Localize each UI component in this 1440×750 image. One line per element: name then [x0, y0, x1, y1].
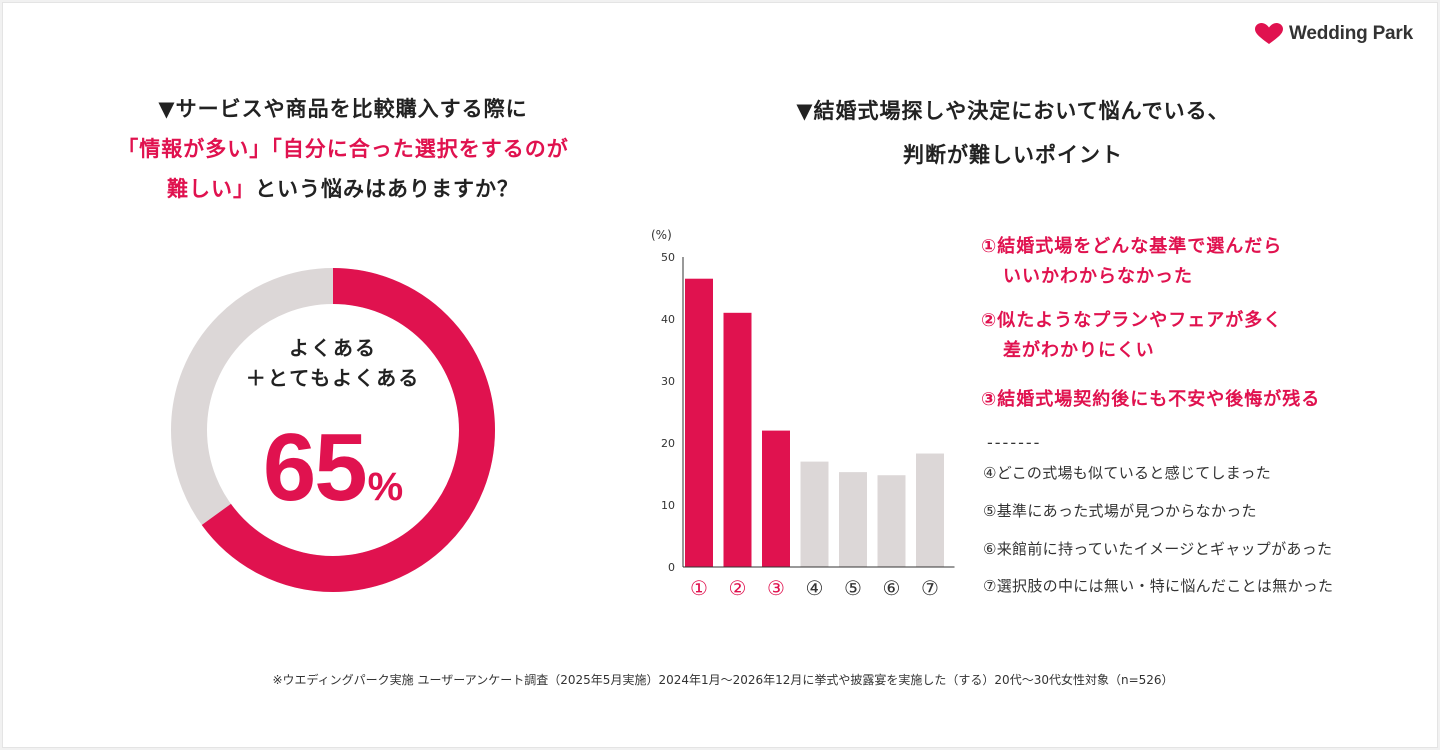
legend-item-4: ④どこの式場も似ていると感じてしまった [983, 464, 1272, 482]
bar-5 [839, 472, 867, 567]
bar-6 [877, 475, 906, 567]
legend-item-3: ③結婚式場契約後にも不安や後悔が残る [981, 389, 1321, 410]
left-title-line2: 「情報が多い」「自分に合った選択をするのが [117, 137, 569, 161]
donut-percentage: 65% [169, 413, 497, 523]
right-title-line2: 判断が難しいポイント [903, 143, 1123, 167]
x-tick-label-5: ⑤ [844, 576, 862, 600]
donut-value-arc [171, 268, 495, 592]
donut-value-unit: % [367, 465, 404, 509]
y-tick-label: 50 [661, 251, 675, 264]
left-title-line3-accent: 難しい」 [167, 177, 255, 201]
legend-item-1-line1: ①結婚式場をどんな基準で選んだら [981, 236, 1283, 257]
brand-logo: Wedding Park [1255, 23, 1413, 45]
y-axis-unit: (%) [651, 228, 672, 242]
heart-icon [1255, 23, 1284, 44]
y-tick-label: 30 [661, 375, 675, 388]
legend-divider: ------- [987, 433, 1042, 452]
legend-item-2-line2: 差がわかりにくい [1003, 340, 1155, 361]
donut-label-line1: よくある [289, 336, 377, 360]
donut-chart [171, 268, 495, 592]
left-title-line3-rest: という悩みはありますか？ [255, 177, 519, 201]
bar-chart: (%) 0 10 20 30 40 50 ① ② ③ ④ ⑤ ⑥ ⑦ [651, 228, 955, 600]
x-tick-label-2: ② [729, 576, 747, 600]
x-tick-label-3: ③ [767, 576, 785, 600]
bar-1 [685, 278, 713, 567]
left-question-title: ▼サービスや商品を比較購入する際に 「情報が多い」「自分に合った選択をするのが … [63, 89, 623, 209]
x-tick-label-1: ① [690, 576, 708, 600]
x-tick-label-4: ④ [806, 576, 824, 600]
y-tick-label: 0 [668, 561, 675, 574]
donut-label: よくある ＋とてもよくある [169, 333, 497, 393]
bar-2 [723, 312, 752, 567]
legend-item-6: ⑥来館前に持っていたイメージとギャップがあった [983, 540, 1333, 558]
bar-7 [916, 453, 944, 567]
y-tick-label: 10 [661, 499, 675, 512]
y-tick-label: 40 [661, 313, 675, 326]
donut-label-line2: ＋とてもよくある [245, 366, 421, 390]
legend-item-1-line2: いいかわからなかった [1003, 266, 1193, 287]
donut-value-number: 65 [262, 414, 368, 521]
x-tick-label-6: ⑥ [883, 576, 901, 600]
bar-3 [762, 430, 790, 567]
legend-item-5: ⑤基準にあった式場が見つからなかった [983, 502, 1257, 520]
survey-footnote: ※ウエディングパーク実施 ユーザーアンケート調査（2025年5月実施）2024年… [272, 673, 1174, 687]
legend-item-2-line1: ②似たようなプランやフェアが多く [981, 310, 1283, 331]
right-title-line1: ▼結婚式場探しや決定において悩んでいる、 [796, 99, 1230, 123]
left-title-line3: 難しい」という悩みはありますか？ [63, 169, 623, 209]
right-question-title: ▼結婚式場探しや決定において悩んでいる、 判断が難しいポイント [723, 89, 1303, 177]
brand-name: Wedding Park [1289, 23, 1413, 44]
y-tick-label: 20 [661, 437, 675, 450]
left-title-line1: ▼サービスや商品を比較購入する際に [158, 97, 528, 121]
legend-item-7: ⑦選択肢の中には無い・特に悩んだことは無かった [983, 577, 1334, 595]
bar-4 [800, 461, 829, 567]
x-tick-label-7: ⑦ [921, 576, 939, 600]
